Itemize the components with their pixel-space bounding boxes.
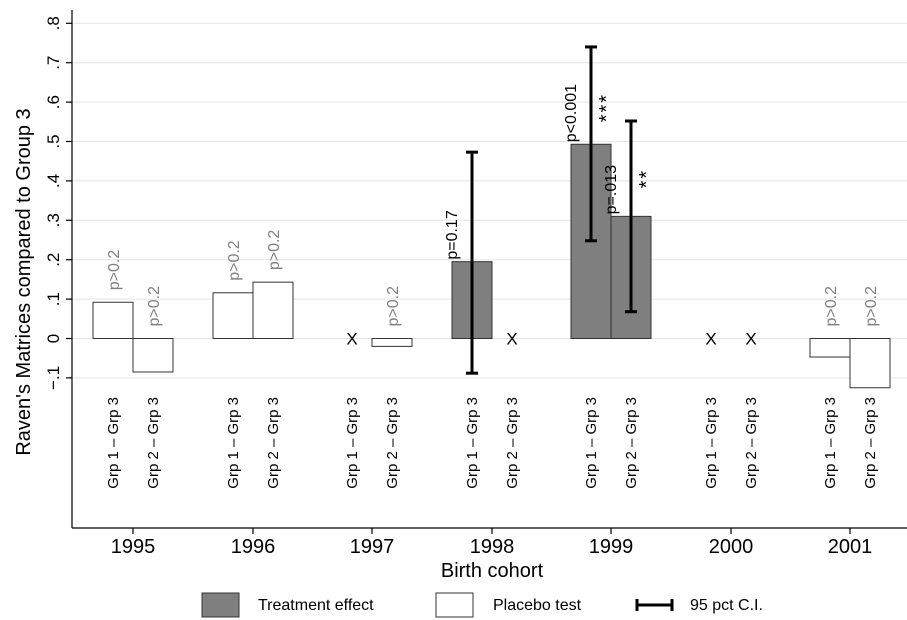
- confidence-intervals: [466, 45, 637, 375]
- p-value-annotation: p>0.2: [226, 240, 243, 281]
- y-axis: −.1 0 .1 .2 .3 .4 .5 .6 .7 .8: [44, 10, 73, 528]
- bar-category-label: Grp 1 – Grp 3: [105, 397, 122, 489]
- placebo-bar: [92, 301, 134, 340]
- x-axis: 1995 1996 1997 1998 1999 2000 2001: [72, 527, 907, 558]
- gridlines: [72, 22, 907, 379]
- legend-swatch-treatment: [201, 592, 240, 618]
- y-tick-label: .5: [44, 134, 63, 148]
- cohort-label: 1995: [111, 536, 156, 558]
- y-axis-title: Raven's Matrices compared to Group 3: [13, 108, 35, 455]
- missing-marker: X: [346, 330, 357, 349]
- p-value-annotation: p<0.001: [563, 84, 580, 142]
- y-tick-label: .3: [44, 213, 63, 227]
- y-tick-label: .8: [44, 16, 63, 30]
- y-tick-label: .1: [44, 292, 63, 306]
- cohort-label: 1999: [589, 536, 634, 558]
- bar-labels: Grp 1 – Grp 3 Grp 2 – Grp 3 Grp 1 – Grp 3 G…: [105, 397, 879, 489]
- y-tick-label: 0: [44, 334, 63, 343]
- y-tick-label: −.1: [44, 366, 63, 390]
- p-value-annotation: p=.013: [603, 165, 620, 214]
- placebo-bar: [212, 292, 254, 339]
- legend-label: 95 pct C.I.: [690, 597, 763, 614]
- significance-stars: **: [636, 169, 658, 189]
- bar-category-label: Grp 2 – Grp 3: [265, 397, 282, 489]
- bar-category-label: Grp 2 – Grp 3: [384, 397, 401, 489]
- missing-marker: X: [506, 330, 517, 349]
- p-value-annotation: p>0.2: [385, 286, 402, 327]
- bar-category-label: Grp 2 – Grp 3: [504, 397, 521, 489]
- placebo-bar: [371, 338, 413, 347]
- bar-category-label: Grp 1 – Grp 3: [464, 397, 481, 489]
- bar-category-label: Grp 2 – Grp 3: [862, 397, 879, 489]
- p-value-annotation: p>0.2: [146, 286, 163, 327]
- p-value-annotation: p=0.17: [444, 210, 461, 259]
- bar-category-label: Grp 1 – Grp 3: [703, 397, 720, 489]
- p-value-annotation: p>0.2: [823, 286, 840, 327]
- y-tick-label: .6: [44, 95, 63, 109]
- p-value-annotation: p>0.2: [266, 230, 283, 271]
- legend-box: [200, 592, 850, 618]
- bar-category-label: Grp 1 – Grp 3: [225, 397, 242, 489]
- bar-category-label: Grp 2 – Grp 3: [145, 397, 162, 489]
- legend-label: Placebo test: [493, 597, 582, 614]
- cohort-label: 2000: [709, 536, 754, 558]
- legend: Treatment effect Placebo test 95 pct C.I.: [200, 592, 850, 618]
- x-axis-title: Birth cohort: [441, 560, 544, 582]
- missing-marker: X: [745, 330, 756, 349]
- y-tick-label: .7: [44, 56, 63, 70]
- y-tick-label: .2: [44, 253, 63, 267]
- placebo-bar: [809, 338, 851, 358]
- cohort-label: 1997: [350, 536, 395, 558]
- placebo-bar: [849, 338, 891, 389]
- bar-category-label: Grp 1 – Grp 3: [344, 397, 361, 489]
- legend-label: Treatment effect: [258, 597, 374, 614]
- p-value-annotation: p>0.2: [863, 286, 880, 327]
- legend-swatch-placebo: [435, 592, 474, 618]
- placebo-bar: [252, 281, 294, 339]
- missing-marker: X: [705, 330, 716, 349]
- placebo-bar: [132, 338, 174, 373]
- y-tick-label: .4: [44, 174, 63, 188]
- significance-stars: ***: [596, 93, 618, 122]
- bar-category-label: Grp 2 – Grp 3: [743, 397, 760, 489]
- bar-category-label: Grp 1 – Grp 3: [822, 397, 839, 489]
- annotations: p>0.2 p>0.2 p>0.2 p>0.2 Xp>0.2 p=0.17 Xp<0.001…: [106, 84, 880, 349]
- p-value-annotation: p>0.2: [106, 250, 123, 291]
- cohort-label: 1996: [231, 536, 276, 558]
- cohort-label: 2001: [828, 536, 873, 558]
- bar-category-label: Grp 1 – Grp 3: [583, 397, 600, 489]
- bar-category-label: Grp 2 – Grp 3: [623, 397, 640, 489]
- cohort-label: 1998: [470, 536, 515, 558]
